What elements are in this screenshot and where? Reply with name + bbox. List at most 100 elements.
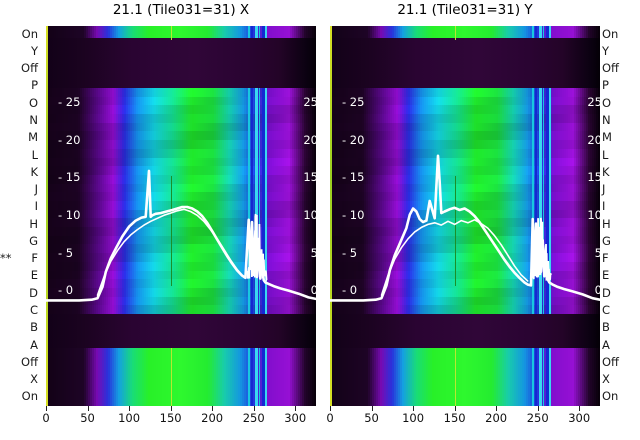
heatmap-cell: [70, 131, 72, 141]
heatmap-cell: [100, 114, 102, 124]
heatmap-cell: [66, 114, 68, 124]
heatmap-cell: [244, 122, 246, 133]
heatmap-cell: [252, 88, 254, 98]
heatmap-cell: [70, 114, 72, 124]
heatmap-cell: [312, 88, 314, 98]
edge-label-left-g-12: G: [29, 233, 38, 248]
heatmap-cell: [238, 88, 240, 98]
heatmap-cell: [218, 34, 220, 39]
heatmap-cell: [202, 34, 204, 39]
heatmap-cell: [168, 34, 170, 39]
heatmap-cell: [296, 88, 298, 98]
heatmap-cell: [246, 114, 248, 124]
heatmap-cell: [288, 122, 290, 133]
edge-label-right-l-7: L: [602, 147, 609, 162]
heatmap-cell: [292, 105, 294, 115]
heatmap-cell: [156, 88, 158, 98]
heatmap-cell: [210, 96, 212, 107]
heatmap-cell: [182, 26, 184, 31]
heatmap-cell: [310, 26, 312, 31]
edge-label-left-k-8: K: [30, 164, 38, 179]
heatmap-cell: [102, 30, 104, 35]
heatmap-cell: [212, 105, 214, 115]
heatmap-cell: [144, 26, 146, 31]
heatmap-cell: [192, 96, 194, 107]
heatmap-cell: [314, 114, 316, 124]
heatmap-cell: [64, 88, 66, 98]
edge-label-right-m-6: M: [602, 130, 612, 145]
heatmap-cell: [126, 96, 128, 107]
edge-label-right-d-15: D: [602, 285, 611, 300]
heatmap-cell: [280, 88, 282, 98]
heatmap-cell: [218, 105, 220, 115]
heatmap-cell: [90, 122, 92, 133]
heatmap-cell: [48, 122, 50, 133]
heatmap-cell: [226, 26, 228, 31]
edge-label-right-c-16: C: [602, 303, 611, 317]
heatmap-cell: [250, 34, 252, 39]
heatmap-cell: [166, 26, 168, 31]
heatmap-cell: [214, 105, 216, 115]
heatmap-cell: [142, 122, 144, 133]
heatmap-cell: [232, 34, 234, 39]
heatmap-cell: [206, 105, 208, 115]
heatmap-cell: [312, 105, 314, 115]
heatmap-cell: [226, 96, 228, 107]
heatmap-cell: [294, 114, 296, 124]
heatmap-cell: [212, 34, 214, 39]
edge-label-left-a-18: A: [30, 337, 38, 352]
heatmap-cell: [130, 34, 132, 39]
heatmap-cell: [272, 34, 274, 39]
heatmap-cell: [172, 114, 174, 124]
heatmap-cell: [114, 96, 116, 107]
heatmap-cell: [140, 34, 142, 39]
edge-label-left-h-11: H: [29, 216, 38, 231]
heatmap-cell: [150, 34, 152, 39]
heatmap-cell: [58, 96, 60, 107]
heatmap-cell: [290, 88, 292, 98]
heatmap-cell: [142, 96, 144, 107]
heatmap-cell: [200, 114, 202, 124]
heatmap-cell: [270, 114, 272, 124]
heatmap-cell: [58, 114, 60, 124]
heatmap-cell: [300, 96, 302, 107]
heatmap-cell: [50, 96, 52, 107]
heatmap-cell: [220, 105, 222, 115]
heatmap-cell: [190, 88, 192, 98]
heatmap-cell: [218, 30, 220, 35]
heatmap-cell: [240, 30, 242, 35]
heatmap-cell: [192, 105, 194, 115]
heatmap-cell: [270, 34, 272, 39]
heatmap-cell: [138, 114, 140, 124]
heatmap-cell: [232, 26, 234, 31]
heatmap-cell: [310, 96, 312, 107]
heatmap-cell: [186, 105, 188, 115]
edge-label-left-o-4: O: [28, 95, 38, 110]
heatmap-cell: [52, 122, 54, 133]
heatmap-cell: [112, 88, 114, 98]
heatmap-cell: [60, 122, 62, 133]
heatmap-cell: [152, 114, 154, 124]
heatmap-cell: [282, 26, 284, 31]
heatmap-cell: [70, 30, 72, 35]
heatmap-cell: [82, 122, 84, 133]
heatmap-cell: [112, 30, 114, 35]
heatmap-cell: [50, 131, 52, 141]
heatmap-cell: [88, 105, 90, 115]
heatmap-cell: [134, 105, 136, 115]
heatmap-cell: [144, 88, 146, 98]
heatmap-cell: [92, 30, 94, 35]
heatmap-cell: [168, 96, 170, 107]
heatmap-cell: [306, 122, 308, 133]
heatmap-cell: [160, 88, 162, 98]
heatmap-cell: [284, 105, 286, 115]
heatmap-cell: [92, 34, 94, 39]
heatmap-cell: [72, 96, 74, 107]
heatmap-cell: [160, 96, 162, 107]
heatmap-cell: [178, 26, 180, 31]
heatmap-cell: [276, 122, 278, 133]
heatmap-cell: [260, 26, 262, 31]
heatmap-cell: [182, 30, 184, 35]
